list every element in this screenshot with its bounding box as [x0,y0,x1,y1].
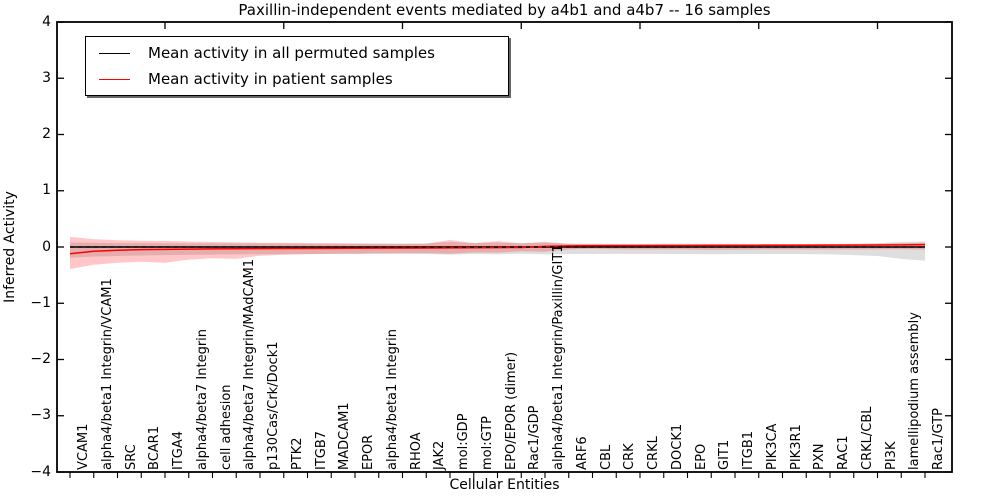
y-tick-label: 2 [42,126,51,142]
x-tick-label: PXN [812,443,828,470]
x-tick-label: alpha4/beta7 Integrin/MAdCAM1 [242,259,258,470]
patient-mean-line [69,243,926,255]
x-tick-label: ITGA4 [171,430,186,470]
chart-title: Paxillin-independent events mediated by … [238,1,771,19]
y-tick-label: 3 [42,69,51,86]
x-axis-title: Cellular Entities [449,477,560,493]
legend-item: Mean activity in all permuted samples [86,44,508,62]
x-tick-label: CRK [622,443,638,470]
legend: Mean activity in all permuted samples Mea… [85,36,509,96]
x-tick-label: mol:GDP [456,413,471,470]
y-tick-label: −4 [30,463,51,480]
x-tick-label: EPO/EPOR (dimer) [503,351,519,470]
x-tick-label: p130Cas/Crk/Dock1 [266,341,281,470]
x-tick-label: ITGB1 [741,430,756,470]
x-tick-label: CBL [598,444,614,470]
x-tick-label: CRKL [646,436,661,470]
x-tick-label: PTK2 [289,437,305,470]
x-tick-label: RAC1 [836,435,851,470]
x-tick-label: RHOA [408,432,424,470]
x-tick-label: JAK2 [432,440,448,470]
x-tick-label: lamellipodium assembly [907,312,923,470]
x-tick-label: alpha4/beta1 Integrin [384,328,400,470]
x-tick-label: MADCAM1 [337,402,353,470]
x-tick-label: Rac1/GTP [931,408,946,470]
x-tick-label: Rac1/GDP [527,405,543,470]
y-tick-label: 4 [42,13,51,30]
y-tick-label: 1 [42,182,51,199]
y-tick-label: −1 [30,294,51,311]
x-tick-label: alpha4/beta7 Integrin [194,328,210,470]
y-tick-label: 0 [42,238,51,255]
x-tick-label: alpha4/beta1 Integrin/Paxillin/GIT1 [551,244,566,470]
y-tick-label: −2 [30,351,51,367]
legend-item: Mean activity in patient samples [86,70,508,88]
x-tick-label: SRC [123,444,139,470]
legend-line-sample [99,52,130,54]
x-tick-label: CRKL/CBL [859,406,875,471]
x-tick-label: BCAR1 [147,426,163,470]
permuted-confidence-band [70,241,925,261]
x-tick-label: PI3K [883,441,899,470]
x-tick-label: alpha4/beta1 Integrin/VCAM1 [99,278,115,470]
x-tick-label: mol:GTP [479,416,495,470]
x-tick-label: GIT1 [717,439,733,470]
x-tick-label: ITGB7 [313,430,329,470]
x-tick-label: VCAM1 [76,423,91,470]
x-tick-label: DOCK1 [669,423,685,470]
legend-label: Mean activity in patient samples [148,70,393,88]
x-tick-label: EPOR [361,434,376,470]
x-tick-label: cell adhesion [218,384,234,470]
x-tick-label: ARF6 [574,436,590,470]
legend-label: Mean activity in all permuted samples [148,44,435,62]
x-tick-label: EPO [693,443,709,470]
x-tick-label: PIK3CA [764,423,780,470]
x-tick-label: PIK3R1 [788,424,804,470]
y-tick-label: −3 [30,407,51,424]
legend-line-sample [99,78,130,80]
